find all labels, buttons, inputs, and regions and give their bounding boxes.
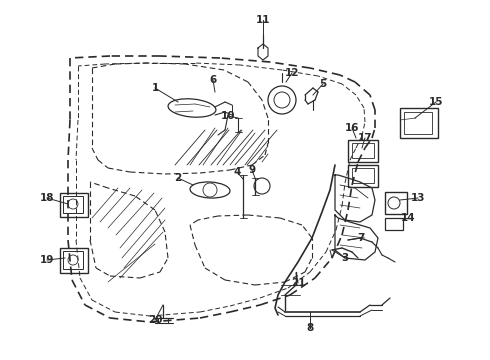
Text: 11: 11 — [256, 15, 270, 25]
Bar — [63, 251, 83, 269]
Text: 10: 10 — [221, 111, 235, 121]
Text: 15: 15 — [429, 97, 443, 107]
Text: 4: 4 — [233, 167, 241, 177]
Text: 17: 17 — [358, 133, 372, 143]
Text: 20: 20 — [148, 315, 162, 325]
Bar — [63, 196, 83, 213]
Text: 6: 6 — [209, 75, 217, 85]
Bar — [60, 248, 88, 273]
Text: 5: 5 — [319, 79, 327, 89]
Text: 13: 13 — [411, 193, 425, 203]
Text: 12: 12 — [285, 68, 299, 78]
Text: 8: 8 — [306, 323, 314, 333]
Bar — [385, 218, 403, 230]
Bar — [60, 193, 88, 217]
Text: 2: 2 — [174, 173, 182, 183]
Bar — [348, 165, 378, 187]
Text: 18: 18 — [40, 193, 54, 203]
Text: 19: 19 — [40, 255, 54, 265]
Bar — [348, 140, 378, 162]
Bar — [352, 143, 374, 158]
Bar — [400, 108, 438, 138]
Text: 14: 14 — [401, 213, 416, 223]
Text: 3: 3 — [342, 253, 348, 263]
Text: 9: 9 — [248, 165, 256, 175]
Bar — [385, 192, 407, 214]
Text: 21: 21 — [291, 278, 305, 288]
Bar — [404, 112, 432, 134]
Text: 1: 1 — [151, 83, 159, 93]
Text: 16: 16 — [345, 123, 359, 133]
Text: 7: 7 — [357, 233, 365, 243]
Bar — [352, 168, 374, 183]
